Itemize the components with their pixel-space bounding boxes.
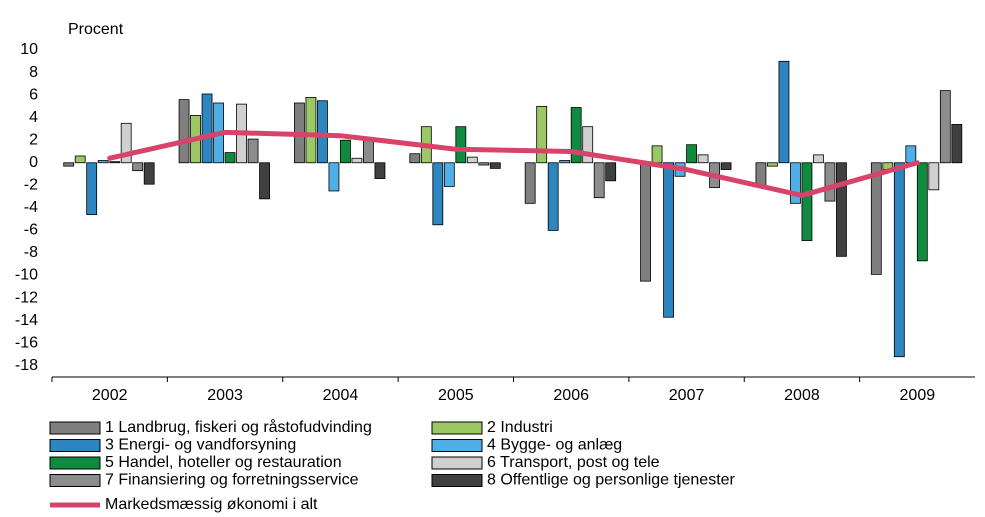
bar <box>767 162 778 167</box>
y-tick-label: -18 <box>15 357 38 374</box>
y-tick-label: 8 <box>29 64 38 81</box>
bar <box>951 124 963 164</box>
y-tick-label: 6 <box>29 86 38 103</box>
bar <box>178 99 190 164</box>
x-tick-label: 2006 <box>553 387 589 404</box>
legend-swatch <box>49 474 101 487</box>
bar <box>305 96 317 164</box>
bar <box>143 162 155 185</box>
bar <box>813 154 824 164</box>
x-tick-label: 2009 <box>900 387 936 404</box>
bar <box>247 138 259 164</box>
bar <box>443 162 455 187</box>
legend-label: 4 Bygge- og anlæg <box>487 437 622 454</box>
x-tick-label: 2002 <box>92 387 128 404</box>
x-tick-label: 2007 <box>669 387 705 404</box>
y-tick-label: -4 <box>24 199 38 216</box>
x-tick-label: 2003 <box>207 387 243 404</box>
bar <box>697 154 709 164</box>
legend-label: 1 Landbrug, fiskeri og råstofudvinding <box>105 418 372 436</box>
bar <box>640 162 651 282</box>
y-axis-label: Procent <box>68 21 124 38</box>
y-tick-label: -12 <box>15 289 38 306</box>
bar <box>651 145 663 164</box>
bar <box>570 107 582 164</box>
legend-swatch <box>49 421 101 435</box>
bar <box>524 162 536 204</box>
legend-swatch <box>49 439 101 452</box>
bar <box>201 93 213 164</box>
bar <box>132 162 144 172</box>
legend-swatch <box>431 439 483 452</box>
x-tick-label: 2008 <box>784 387 820 404</box>
legend-label: 2 Industri <box>487 419 553 436</box>
bar <box>905 145 917 164</box>
bar <box>870 162 882 275</box>
bar <box>824 162 836 202</box>
bar <box>97 160 109 164</box>
bar <box>224 152 236 164</box>
y-tick-label: -2 <box>24 177 38 194</box>
total-line <box>107 129 920 198</box>
y-tick-label: -10 <box>15 267 38 284</box>
bar <box>363 139 374 164</box>
bar <box>663 162 674 318</box>
bar <box>432 162 444 226</box>
legend-swatch <box>431 474 483 487</box>
bar <box>536 105 548 164</box>
bar <box>489 162 501 169</box>
bar <box>593 162 605 199</box>
y-tick-label: -6 <box>24 222 38 239</box>
y-tick-label: 2 <box>29 131 38 148</box>
bar <box>790 162 801 204</box>
bar <box>86 162 98 216</box>
legend-label: 7 Finansiering og forretningsservice <box>105 472 359 489</box>
legend-label: 5 Handel, hoteller og restauration <box>105 454 342 471</box>
bar <box>559 160 571 164</box>
bar <box>755 162 767 186</box>
bar <box>928 162 940 191</box>
y-tick-label: -16 <box>15 334 38 351</box>
bar <box>582 126 594 164</box>
bar <box>836 162 847 257</box>
bar <box>547 162 559 231</box>
bar <box>351 157 363 164</box>
bar <box>778 60 790 164</box>
bar <box>120 122 132 164</box>
y-tick-label: 4 <box>29 109 38 126</box>
bar <box>686 144 697 164</box>
y-tick-label: 0 <box>29 154 38 171</box>
y-tick-label: 10 <box>20 41 38 58</box>
legend-swatch <box>431 456 483 470</box>
bar <box>455 126 467 164</box>
legend-swatch <box>49 456 101 470</box>
bar <box>63 162 75 167</box>
bar <box>259 162 270 200</box>
bar <box>478 162 490 166</box>
legend-label: 8 Offentlige og personlige tjenester <box>487 472 736 489</box>
bar <box>328 162 340 192</box>
bar <box>374 162 386 179</box>
bar <box>340 139 351 164</box>
legend-label: 6 Transport, post og tele <box>487 454 660 471</box>
bar <box>317 100 328 164</box>
legend-swatch <box>431 421 483 435</box>
bar <box>409 153 421 164</box>
x-tick-label: 2004 <box>323 387 359 404</box>
bar <box>801 162 813 241</box>
legend-label: Markedsmæssig økonomi i alt <box>105 496 318 513</box>
bar <box>109 161 121 164</box>
y-tick-label: -14 <box>15 312 38 329</box>
legend-label: 3 Energi- og vandforsyning <box>105 437 296 454</box>
bar <box>720 162 732 170</box>
bar <box>916 162 928 262</box>
bar <box>939 90 951 164</box>
bar <box>605 162 617 182</box>
bar <box>74 155 86 164</box>
x-tick-label: 2005 <box>438 387 474 404</box>
bar <box>466 156 478 164</box>
y-tick-label: -8 <box>24 244 38 261</box>
bar <box>893 162 905 358</box>
